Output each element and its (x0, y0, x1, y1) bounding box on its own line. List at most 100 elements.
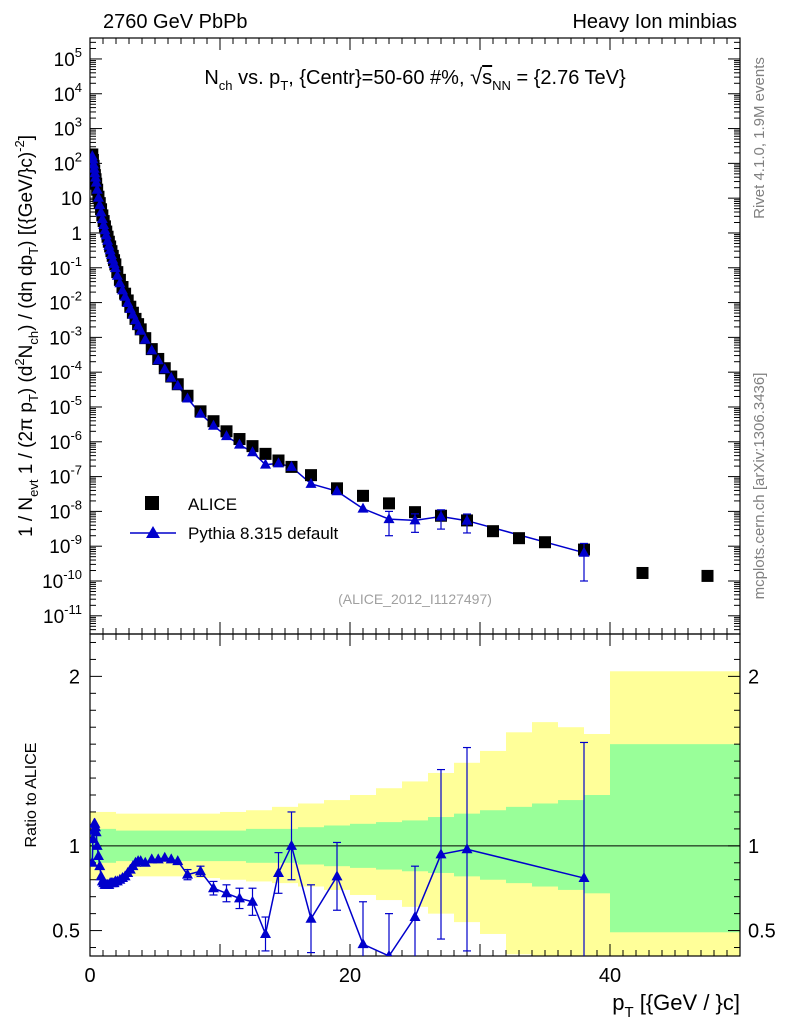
ratio-y-tick-label-right: 0.5 (748, 921, 776, 943)
pythia-point (90, 153, 99, 164)
ratio-pythia-point (172, 855, 184, 866)
ratio-pythia-point (273, 866, 284, 877)
main-y-tick-label: 10-1 (49, 254, 82, 280)
pythia-point (305, 477, 317, 488)
alice-point (246, 440, 259, 453)
pythia-point (247, 446, 258, 457)
pythia-point (357, 502, 369, 513)
pythia-point (139, 333, 151, 344)
main-panel: 10-1110-1010-910-810-710-610-510-410-310… (12, 37, 741, 635)
alice-point (383, 497, 395, 510)
header-right-label: Heavy Ion minbias (572, 11, 737, 33)
pythia-point (260, 458, 271, 469)
pythia-point (152, 354, 164, 365)
ratio-band-inner (584, 795, 610, 894)
ratio-pythia-point (90, 826, 102, 837)
main-y-tick-label: 103 (54, 115, 82, 141)
pythia-point (96, 213, 108, 224)
main-y-tick-label: 10-11 (43, 602, 82, 628)
legend: ALICE Pythia 8.315 default (130, 495, 339, 543)
ratio-pythia-point (90, 856, 98, 867)
alice-point (409, 506, 421, 519)
main-y-tick-label: 102 (54, 149, 82, 175)
pythia-point (99, 224, 111, 235)
x-tick-label: 20 (339, 965, 361, 987)
pythia-point (409, 514, 421, 525)
x-tick-label: 0 (84, 965, 95, 987)
ratio-pythia-point (195, 865, 206, 876)
pythia-markers (90, 150, 590, 582)
pythia-point (98, 218, 110, 229)
main-y-tick-label: 10-4 (49, 358, 82, 384)
alice-point (357, 489, 369, 502)
ratio-pythia-point (461, 843, 473, 854)
pythia-point (159, 363, 171, 374)
ratio-y-tick-label-left: 2 (69, 666, 80, 688)
legend-pythia-marker (146, 526, 160, 538)
pythia-point (91, 183, 103, 194)
pythia-point (578, 546, 590, 557)
ratio-pythia-point (234, 892, 245, 903)
main-y-tick-label: 104 (54, 80, 82, 106)
ratio-y-tick-label-right: 1 (748, 836, 759, 858)
pythia-point (100, 229, 112, 240)
main-y-tick-label: 10-7 (49, 463, 82, 489)
ratio-pythia-point (92, 850, 104, 861)
alice-markers (90, 148, 714, 582)
main-y-tick-label: 10-6 (49, 428, 82, 454)
ratio-band-inner (532, 803, 558, 887)
x-tick-label: 40 (599, 965, 621, 987)
ratio-pythia-point (165, 853, 177, 864)
pythia-point (435, 510, 447, 521)
rivet-version-label: Rivet 4.1.0, 1.9M events (751, 57, 768, 219)
main-y-tick-label: 10 (61, 189, 82, 210)
main-y-tick-label: 10-10 (42, 567, 82, 593)
ratio-pythia-point (385, 950, 393, 956)
legend-alice-label: ALICE (188, 495, 237, 514)
mcplots-label: mcplots.cern.ch [arXiv:1306.3436] (751, 373, 768, 600)
pythia-point (165, 371, 177, 382)
alice-point (259, 447, 272, 460)
main-y-tick-label: 1 (71, 224, 82, 245)
ratio-pythia-point (90, 821, 102, 832)
main-y-tick-label: 10-3 (49, 323, 82, 349)
pythia-point (92, 191, 104, 202)
pythia-point (221, 430, 232, 441)
pythia-point (146, 344, 158, 355)
x-axis-label: pT [{GeV / }c] (612, 990, 740, 1021)
pythia-point (331, 485, 343, 496)
ratio-pythia-point (182, 868, 193, 879)
ratio-y-tick-label-right: 2 (748, 666, 759, 688)
ratio-y-axis-label: Ratio to ALICE (23, 743, 40, 848)
pythia-point (95, 206, 107, 217)
pythia-point (234, 438, 245, 449)
pythia-point (135, 324, 147, 335)
pythia-point (383, 513, 395, 524)
main-y-axis-label: 1 / Nevt 1 / (2π pT) (d2Nch) / (dη dpT) … (12, 135, 41, 537)
pythia-point (172, 379, 184, 390)
alice-point (636, 566, 649, 579)
analysis-watermark: (ALICE_2012_I1127497) (338, 591, 492, 607)
pythia-point (182, 392, 193, 403)
main-y-tick-label: 10-2 (49, 289, 82, 315)
ratio-y-tick-label-left: 1 (69, 836, 80, 858)
ratio-pythia-point (260, 927, 271, 938)
ratio-pythia-point (139, 856, 151, 867)
ratio-pythia-point (247, 895, 258, 906)
pythia-point (102, 234, 114, 245)
ratio-pythia-point (435, 848, 447, 859)
ratio-pythia-point (331, 870, 343, 881)
pythia-point (111, 269, 123, 280)
ratio-pythia-point (286, 839, 297, 850)
pythia-point (286, 460, 297, 471)
ratio-band-inner (610, 744, 740, 933)
main-y-tick-labels: 10-1110-1010-910-810-710-610-510-410-310… (42, 45, 82, 628)
alice-point (539, 536, 551, 549)
ratio-band-inner (480, 810, 506, 880)
main-y-tick-label: 10-5 (49, 393, 82, 419)
ratio-pythia-point (357, 938, 369, 949)
alice-point (701, 569, 714, 582)
main-y-tick-label: 105 (54, 45, 82, 71)
ratio-pythia-point (159, 851, 171, 862)
